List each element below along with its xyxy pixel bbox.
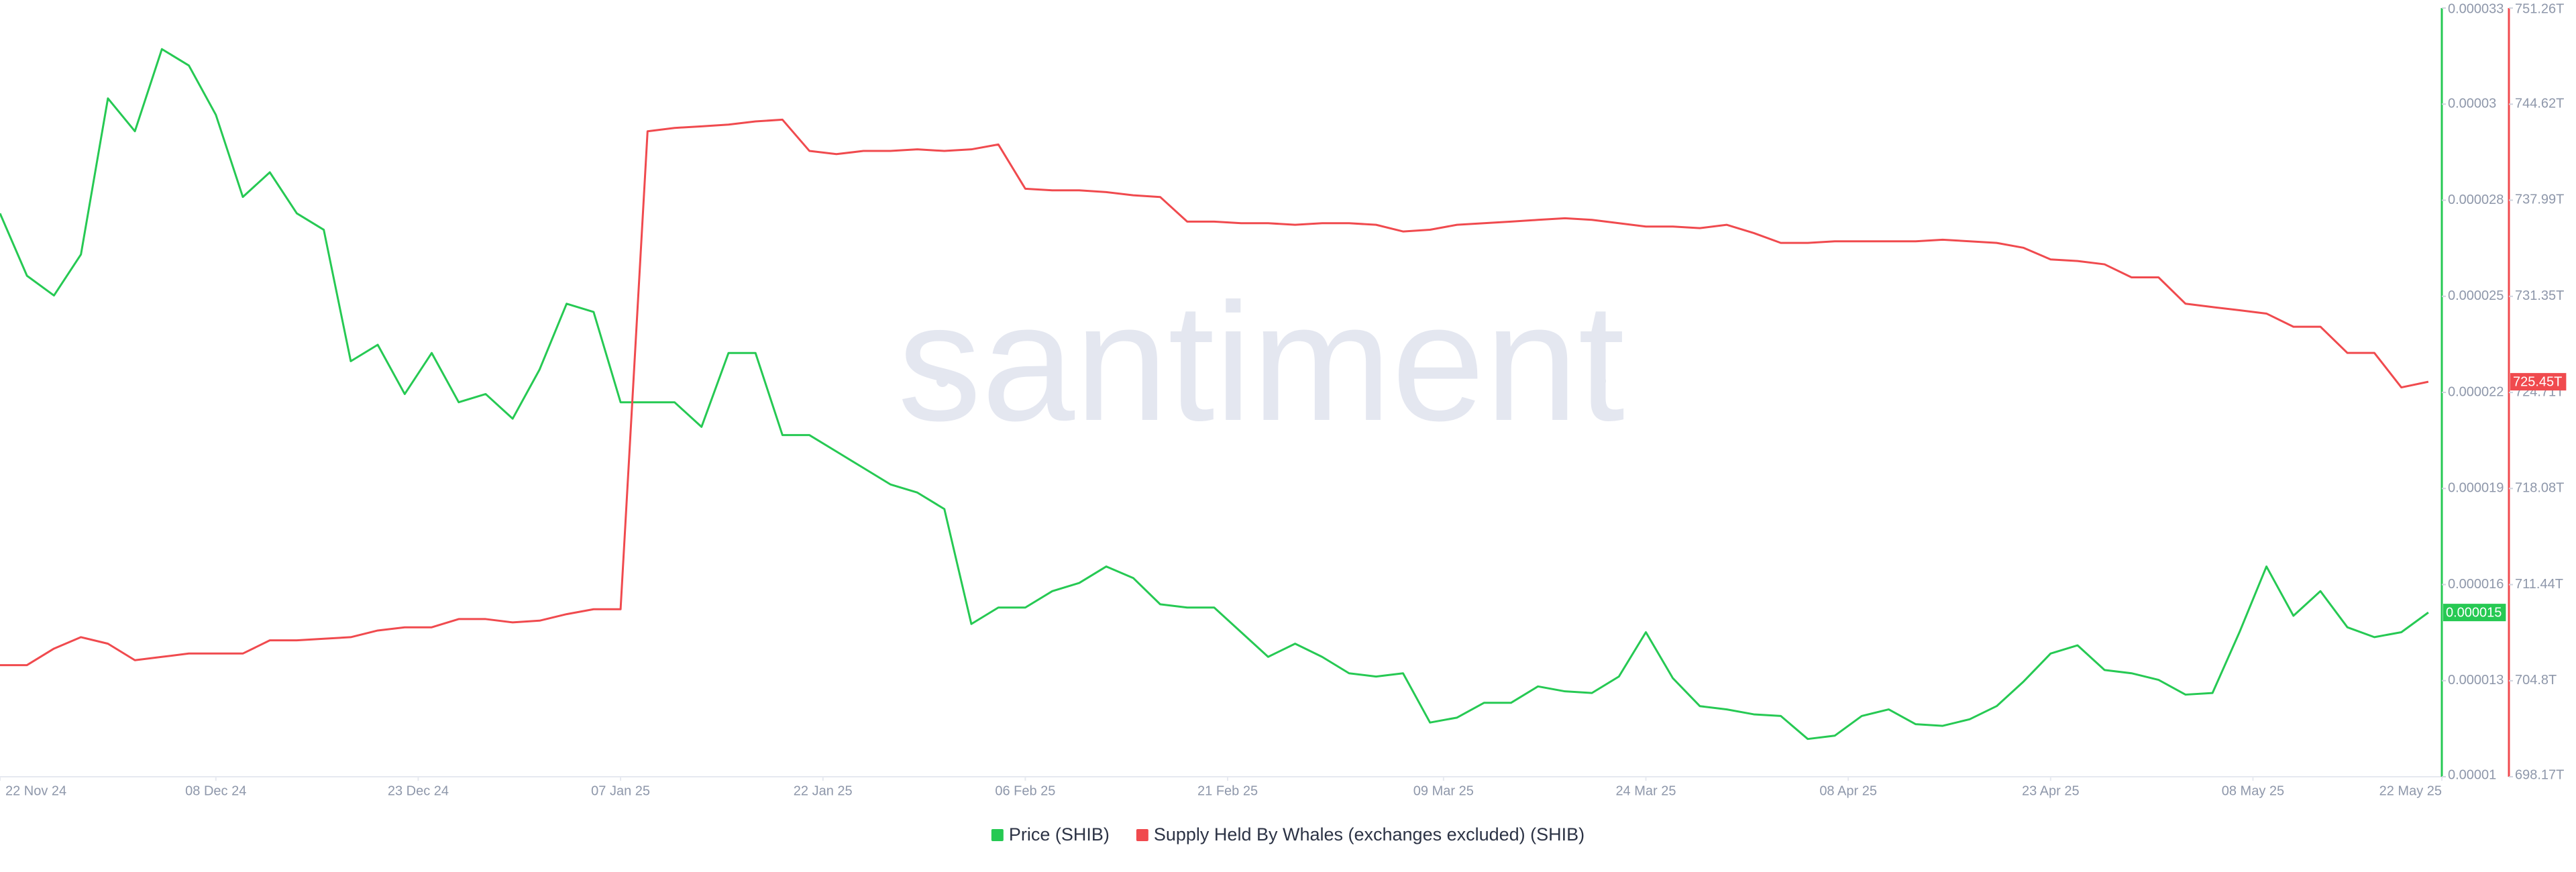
y2-tick-label: 711.44T: [2515, 577, 2563, 592]
x-tick-label: 21 Feb 25: [1197, 783, 1258, 798]
x-tick-label: 06 Feb 25: [995, 783, 1055, 798]
y2-tick-label: 718.08T: [2515, 481, 2564, 496]
current-value-badge: 0.000015: [2443, 604, 2506, 622]
badge-label: 0.000015: [2446, 605, 2502, 620]
legend-label: Price (SHIB): [1009, 824, 1110, 844]
y-tick-label: 0.000013: [2448, 673, 2504, 688]
y2-tick-label: 744.62T: [2515, 97, 2564, 111]
y-tick-label: 0.000022: [2448, 384, 2504, 399]
y2-tick-label: 731.35T: [2515, 288, 2564, 303]
y-tick-label: 0.000025: [2448, 288, 2504, 303]
watermark-text: santiment: [898, 268, 1625, 455]
x-tick-label: 08 May 25: [2222, 783, 2284, 798]
y2-tick-label: 704.8T: [2515, 673, 2557, 688]
y-tick-label: 0.00003: [2448, 97, 2496, 111]
watermark: santiment: [898, 268, 1625, 455]
x-tick-label: 22 Nov 24: [5, 783, 66, 798]
series-line: [0, 118, 2429, 667]
current-value-badge: 725.45T: [2510, 373, 2567, 391]
x-tick-label: 24 Mar 25: [1615, 783, 1676, 798]
y-tick-label: 0.000016: [2448, 577, 2504, 592]
x-tick-label: 22 May 25: [2379, 783, 2442, 798]
legend-label: Supply Held By Whales (exchanges exclude…: [1154, 824, 1585, 844]
legend-swatch: [991, 829, 1004, 841]
x-tick-label: 23 Apr 25: [2022, 783, 2080, 798]
badge-box: [2443, 604, 2506, 622]
watermark-dot: [936, 375, 949, 387]
y-tick-label: 0.00001: [2448, 767, 2496, 782]
badge-box: [2510, 373, 2567, 391]
y-tick-label: 0.000019: [2448, 481, 2504, 496]
x-tick-label: 22 Jan 25: [794, 783, 853, 798]
y-tick-label: 0.000028: [2448, 193, 2504, 207]
watermark-dot: [1594, 375, 1606, 387]
badge-label: 725.45T: [2513, 374, 2562, 389]
y2-tick-label: 751.26T: [2515, 1, 2564, 16]
x-tick-label: 07 Jan 25: [591, 783, 650, 798]
series-line: [0, 48, 2429, 741]
y2-tick-label: 698.17T: [2515, 767, 2564, 782]
x-tick-label: 08 Dec 24: [185, 783, 246, 798]
x-tick-label: 23 Dec 24: [388, 783, 449, 798]
legend: Price (SHIB) Supply Held By Whales (excha…: [991, 824, 1585, 844]
x-tick-label: 09 Mar 25: [1413, 783, 1474, 798]
x-tick-label: 08 Apr 25: [1819, 783, 1877, 798]
legend-swatch: [1136, 829, 1148, 841]
y-tick-label: 0.000033: [2448, 1, 2504, 16]
y2-tick-label: 737.99T: [2515, 193, 2564, 207]
